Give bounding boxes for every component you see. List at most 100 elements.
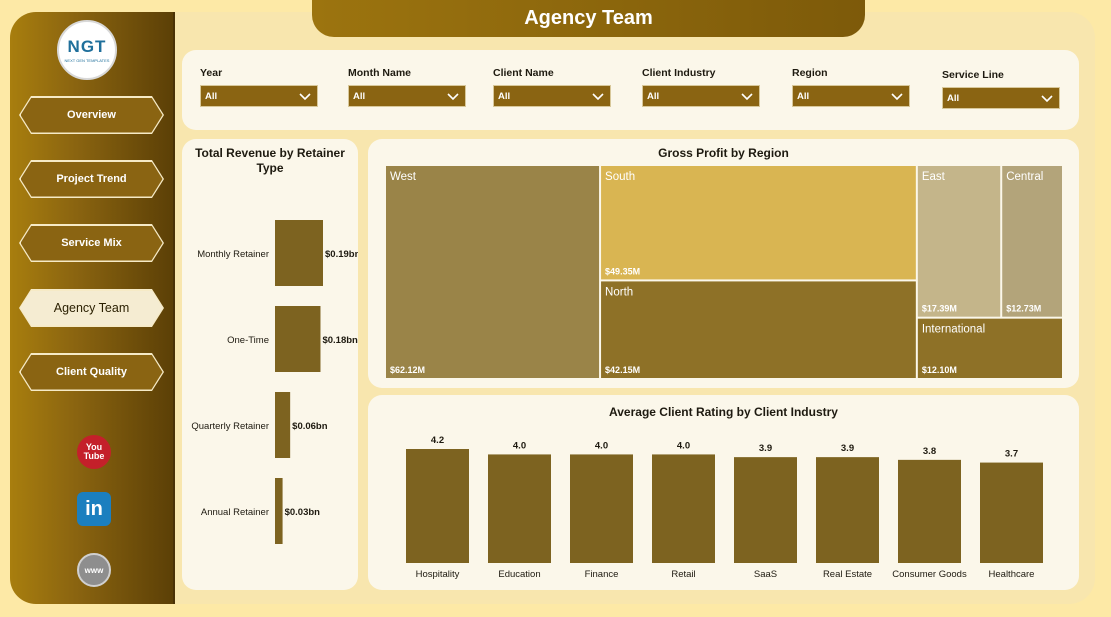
filter-region-dropdown[interactable]: All (792, 85, 910, 107)
sidebar: NGT NEXT GEN TEMPLATES Overview Project … (10, 12, 175, 604)
industry-category-label: Retail (671, 569, 695, 580)
retainer-bar[interactable] (275, 306, 321, 372)
rating-bar[interactable] (816, 457, 879, 563)
chevron-down-icon (447, 93, 459, 101)
retainer-category-label: Monthly Retainer (197, 249, 269, 260)
filter-service-line-dropdown[interactable]: All (942, 87, 1060, 109)
website-globe-icon[interactable]: www (77, 553, 111, 587)
logo-subtext: NEXT GEN TEMPLATES (64, 58, 110, 63)
treemap-tile[interactable]: South $49.35M (601, 166, 916, 280)
chevron-down-icon (891, 93, 903, 101)
nav-overview-button[interactable]: Overview (19, 96, 164, 134)
treemap-value-label: $12.73M (1006, 304, 1041, 314)
filter-client-industry-label: Client Industry (642, 67, 716, 79)
revenue-bar-chart: Monthly Retainer $0.19bn One-Time $0.18bn Qu… (191, 220, 358, 544)
youtube-icon-text-bottom: Tube (83, 451, 105, 461)
treemap-tile-rect (1002, 166, 1062, 317)
filter-service-line-value: All (947, 92, 960, 104)
rating-bar[interactable] (570, 454, 633, 563)
chevron-down-icon (741, 93, 753, 101)
gross-profit-by-region-panel: Gross Profit by Region West $62.12M South $… (368, 139, 1079, 388)
rating-bar[interactable] (898, 459, 961, 563)
rating-value-label: 3.8 (923, 446, 936, 457)
treemap-value-label: $49.35M (605, 266, 640, 276)
retainer-value-label: $0.06bn (292, 421, 328, 432)
treemap-tile[interactable]: North $42.15M (601, 281, 916, 378)
treemap-tile[interactable]: International $12.10M (917, 318, 1062, 378)
nav-client-quality-button[interactable]: Client Quality (19, 353, 164, 391)
treemap-region-label: Central (1006, 171, 1043, 183)
treemap-value-label: $42.15M (605, 365, 640, 375)
industry-category-label: Finance (585, 569, 619, 580)
treemap-region-label: South (605, 171, 635, 183)
rating-value-label: 3.9 (759, 443, 772, 454)
treemap-region-label: North (605, 286, 633, 298)
rating-chart-title: Average Client Rating by Client Industry (609, 405, 838, 419)
nav-overview-label: Overview (21, 98, 163, 133)
filter-client-name-dropdown[interactable]: All (493, 85, 611, 107)
filter-month-name-value: All (353, 90, 366, 102)
rating-bar[interactable] (734, 457, 797, 563)
revenue-chart-title: Total Revenue by Retainer Type (195, 146, 345, 175)
nav-service-mix-button[interactable]: Service Mix (19, 224, 164, 262)
treemap-tile[interactable]: Central $12.73M (1002, 166, 1062, 317)
rating-bar[interactable] (406, 449, 469, 563)
nav-project-trend-label: Project Trend (21, 162, 163, 197)
treemap-tile[interactable]: East $17.39M (917, 166, 1001, 317)
industry-category-label: Consumer Goods (892, 569, 967, 580)
industry-category-label: SaaS (754, 569, 777, 580)
filter-month-name-label: Month Name (348, 67, 411, 79)
youtube-icon[interactable]: You Tube (77, 435, 111, 469)
treemap-region-label: International (922, 324, 985, 336)
gross-profit-treemap: West $62.12M South $49.35M North $42.15M East $… (386, 166, 1062, 378)
treemap-tile-rect (601, 281, 916, 378)
linkedin-icon[interactable]: in (77, 492, 111, 526)
retainer-bar[interactable] (275, 478, 283, 544)
retainer-category-label: One-Time (227, 335, 269, 346)
revenue-by-retainer-panel: Total Revenue by Retainer Type Monthly R… (182, 139, 358, 590)
chevron-down-icon (1041, 95, 1053, 103)
filter-year-dropdown[interactable]: All (200, 85, 318, 107)
filter-client-industry-dropdown[interactable]: All (642, 85, 760, 107)
linkedin-icon-text: in (85, 497, 103, 520)
filters-panel: Year All Month Name All Client Name All … (182, 50, 1079, 130)
chevron-down-icon (592, 93, 604, 101)
treemap-tile-rect (601, 166, 916, 280)
filter-region-label: Region (792, 67, 828, 79)
rating-value-label: 4.0 (513, 440, 526, 451)
filter-client-industry-value: All (647, 90, 660, 102)
rating-value-label: 4.0 (595, 440, 608, 451)
filter-year-label: Year (200, 67, 223, 79)
filter-service-line: Service Line All (942, 69, 1060, 109)
treemap-tile[interactable]: West $62.12M (386, 166, 600, 378)
retainer-value-label: $0.19bn (325, 249, 358, 260)
treemap-tile-rect (917, 166, 1001, 317)
retainer-value-label: $0.03bn (285, 507, 321, 518)
retainer-bar[interactable] (275, 392, 291, 458)
rating-value-label: 3.7 (1005, 449, 1018, 460)
filter-client-name-value: All (498, 90, 511, 102)
filter-month-name-dropdown[interactable]: All (348, 85, 466, 107)
nav-client-quality-label: Client Quality (21, 355, 163, 390)
filter-year: Year All (200, 67, 318, 107)
nav-project-trend-button[interactable]: Project Trend (19, 160, 164, 198)
treemap-region-label: West (390, 171, 417, 183)
rating-bar[interactable] (488, 454, 551, 563)
filter-region-value: All (797, 90, 810, 102)
nav-agency-team-button[interactable]: Agency Team (19, 289, 164, 327)
rating-bar[interactable] (652, 454, 715, 563)
logo: NGT NEXT GEN TEMPLATES (57, 20, 117, 80)
industry-category-label: Real Estate (823, 569, 872, 580)
treemap-value-label: $62.12M (390, 365, 425, 375)
treemap-value-label: $17.39M (922, 304, 957, 314)
treemap-tile-rect (917, 318, 1062, 378)
rating-bar[interactable] (980, 462, 1043, 563)
page-title: Agency Team (524, 7, 653, 29)
logo-text: NGT (67, 37, 107, 56)
filter-client-name: Client Name All (493, 67, 611, 107)
nav-agency-team-label: Agency Team (21, 291, 163, 326)
filter-region: Region All (792, 67, 910, 107)
retainer-bar[interactable] (275, 220, 323, 286)
retainer-category-label: Annual Retainer (201, 507, 269, 518)
treemap-value-label: $12.10M (922, 365, 957, 375)
